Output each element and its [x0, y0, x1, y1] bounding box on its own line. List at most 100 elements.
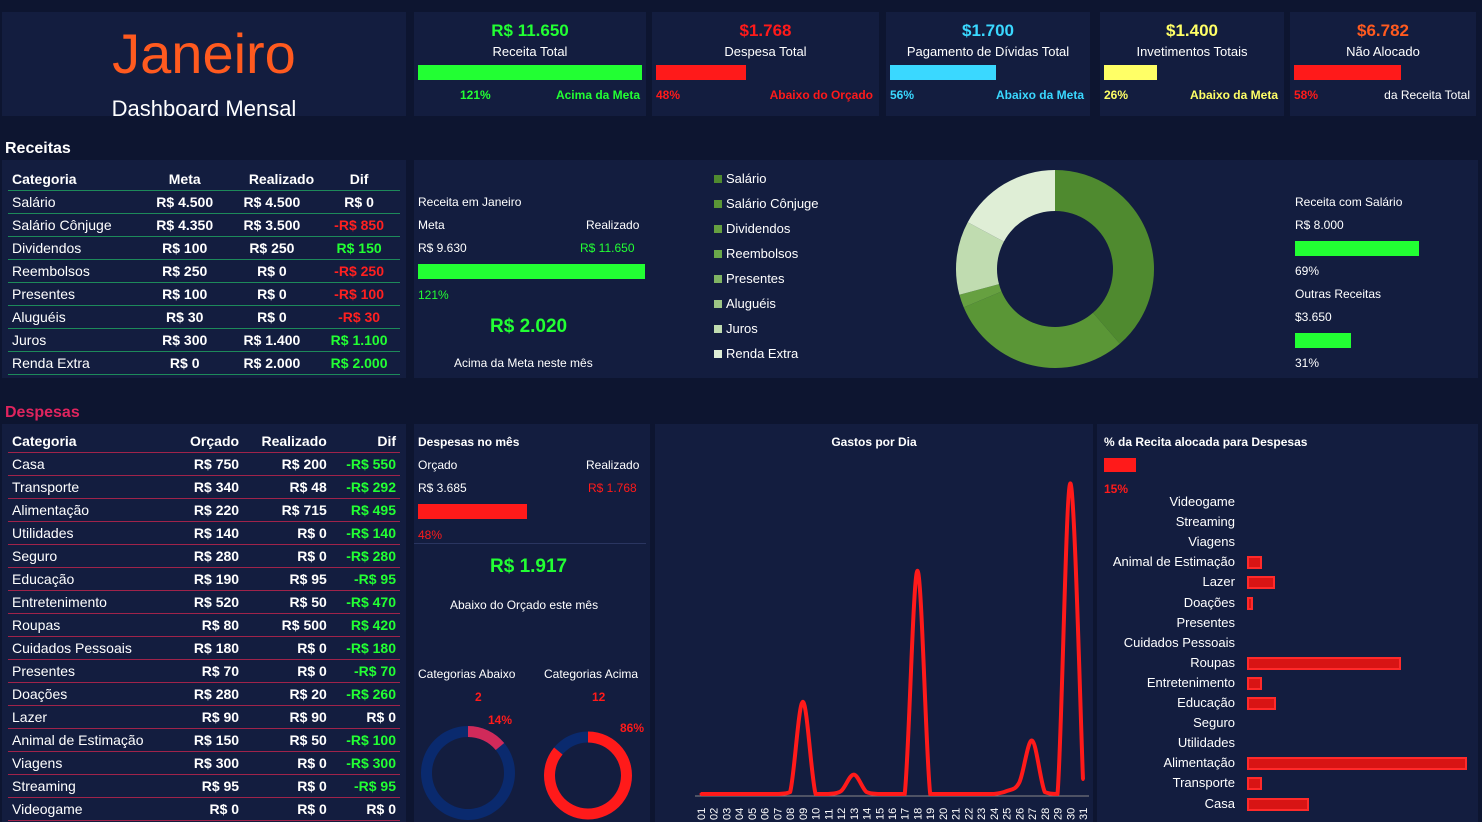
legend-label: Presentes [726, 271, 785, 286]
bar [1247, 576, 1275, 590]
alocacao-total-pct: 15% [1104, 482, 1129, 496]
kpi-value: $1.700 [962, 21, 1014, 40]
bar-category-label: Presentes [1176, 614, 1235, 630]
receita-progress-bar [418, 264, 645, 279]
table-row: Renda Extra R$ 0 R$ 2.000 R$ 2.000 [8, 351, 400, 374]
cat-below-ring [420, 726, 515, 820]
x-tick-label: 17 [900, 808, 912, 820]
x-tick-label: 06 [760, 808, 772, 820]
data-point [724, 792, 728, 796]
x-tick-label: 05 [747, 808, 759, 820]
target-cell: R$ 0 [209, 800, 240, 817]
kpi-pct: 56% [890, 88, 915, 102]
kpi-card: $1.700 Pagamento de Dívidas Total 56% Ab… [886, 12, 1090, 116]
kpi-value: $1.400 [1166, 21, 1218, 40]
legend-item: Juros [714, 316, 819, 341]
outras-bar [1295, 333, 1351, 348]
x-tick-label: 19 [925, 808, 937, 820]
actual-cell: R$ 0 [297, 777, 327, 794]
legend-label: Dividendos [726, 221, 791, 236]
data-point [712, 792, 716, 796]
legend-item: Renda Extra [714, 341, 819, 366]
table-row: Educação R$ 190 R$ 95 -R$ 95 [8, 567, 400, 590]
kpi-card: $1.400 Invetimentos Totais 26% Abaixo da… [1100, 12, 1284, 116]
category-cell: Roupas [12, 616, 61, 633]
target-cell: R$ 750 [193, 455, 240, 472]
x-tick-label: 07 [772, 808, 784, 820]
x-tick-label: 30 [1065, 808, 1077, 820]
cat-above-label: Categorias Acima [544, 667, 639, 681]
data-point [1068, 481, 1072, 485]
bar [1247, 797, 1309, 811]
category-cell: Aluguéis [12, 308, 66, 325]
bar [1247, 757, 1467, 771]
kpi-note: Abaixo da Meta [1189, 88, 1278, 102]
category-cell: Casa [12, 455, 45, 472]
bar-category-label: Entretenimento [1146, 674, 1235, 690]
salario-label: Receita com Salário [1295, 195, 1403, 209]
target-cell: R$ 340 [193, 478, 240, 495]
donut-slice [963, 291, 1120, 368]
x-tick-label: 21 [951, 808, 963, 820]
data-point [852, 773, 856, 777]
receitas-legend: Salário Salário Cônjuge Dividendos Reembols… [714, 166, 819, 366]
alocacao-panel: % da Recita alocada para Despesas 15% Vi… [1097, 424, 1478, 822]
x-tick-label: 14 [862, 808, 874, 820]
alocacao-total-bar [1104, 458, 1136, 472]
data-point [801, 700, 805, 704]
donut-slice [959, 284, 1002, 308]
receitas-heading: Receitas [5, 140, 71, 157]
target-cell: R$ 250 [162, 262, 208, 279]
column-header: Dif [377, 432, 396, 449]
legend-label: Renda Extra [726, 346, 799, 361]
kpi-value: $6.782 [1357, 21, 1409, 40]
category-cell: Renda Extra [12, 354, 90, 371]
x-tick-label: 27 [1027, 808, 1039, 820]
actual-cell: R$ 500 [281, 616, 327, 633]
data-point [992, 792, 996, 796]
despesa-diff-value: R$ 1.917 [490, 556, 568, 577]
table-row: Alimentação R$ 220 R$ 715 R$ 495 [8, 498, 400, 521]
bar [1247, 656, 1401, 670]
table-row: Transporte R$ 340 R$ 48 -R$ 292 [8, 475, 400, 498]
diff-cell: -R$ 260 [346, 685, 396, 702]
outras-pct: 31% [1295, 356, 1320, 370]
actual-cell: R$ 0 [297, 524, 327, 541]
donut-slice [956, 222, 1004, 295]
category-cell: Salário [12, 193, 56, 210]
table-row: Aluguéis R$ 30 R$ 0 -R$ 30 [8, 305, 400, 328]
column-header: Categoria [12, 432, 77, 449]
kpi-note: Abaixo da Meta [995, 88, 1084, 102]
receitas-summary-panel: Receita em Janeiro Meta Realizado R$ 9.6… [414, 160, 1478, 378]
table-row: Salário Cônjuge R$ 4.350 R$ 3.500 -R$ 850 [8, 213, 400, 236]
kpi-value: R$ 11.650 [491, 21, 569, 40]
bar-category-label: Animal de Estimação [1112, 554, 1235, 570]
despesas-heading: Despesas [5, 404, 80, 421]
gastos-dia-panel: Gastos por Dia 01 02 03 04 05 06 07 08 09 10 11 12 1… [655, 424, 1093, 822]
table-row: Presentes R$ 100 R$ 0 -R$ 100 [8, 282, 400, 305]
target-cell: R$ 80 [201, 616, 240, 633]
table-row: Salário R$ 4.500 R$ 4.500 R$ 0 [8, 190, 400, 213]
kpi-note: Acima da Meta [555, 88, 640, 102]
data-point [699, 792, 703, 796]
column-header: Categoria [12, 170, 77, 187]
x-tick-label: 18 [912, 808, 924, 820]
alocacao-bar-chart: Videogame Streaming Viagens Animal de Estim… [1097, 490, 1478, 820]
kpi-label: Não Alocado [1346, 44, 1420, 59]
actual-cell: R$ 200 [281, 455, 327, 472]
diff-cell: -R$ 100 [346, 731, 396, 748]
column-header: Orçado [190, 432, 240, 449]
despesa-realizado-label: Realizado [586, 458, 640, 472]
category-cell: Utilidades [12, 524, 74, 541]
table-row: Utilidades R$ 140 R$ 0 -R$ 140 [8, 521, 400, 544]
cat-above-pct: 86% [620, 721, 645, 735]
receita-realizado-value: R$ 11.650 [580, 241, 635, 255]
legend-item: Aluguéis [714, 291, 819, 316]
bar-category-label: Alimentação [1163, 755, 1235, 771]
x-tick-label: 20 [938, 808, 950, 820]
data-point [1081, 777, 1085, 781]
target-cell: R$ 4.350 [156, 216, 214, 233]
data-point [750, 792, 754, 796]
despesa-summary-title: Despesas no mês [418, 435, 520, 449]
table-row: Dividendos R$ 100 R$ 250 R$ 150 [8, 236, 400, 259]
